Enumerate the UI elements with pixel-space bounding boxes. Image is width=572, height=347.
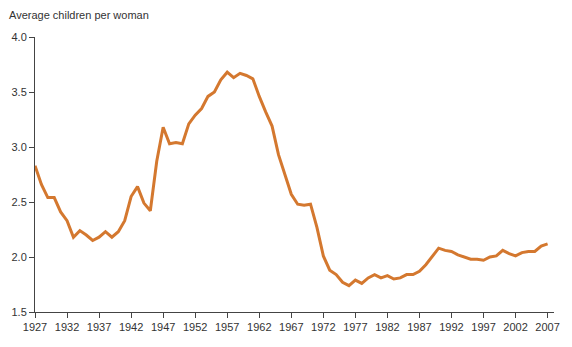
svg-text:1982: 1982 xyxy=(375,321,399,333)
svg-text:3.5: 3.5 xyxy=(12,86,27,98)
svg-text:1997: 1997 xyxy=(471,321,495,333)
svg-text:1987: 1987 xyxy=(407,321,431,333)
svg-text:2002: 2002 xyxy=(503,321,527,333)
svg-text:1932: 1932 xyxy=(55,321,79,333)
svg-text:1937: 1937 xyxy=(87,321,111,333)
svg-text:4.0: 4.0 xyxy=(12,31,27,43)
svg-text:Average children per woman: Average children per woman xyxy=(9,9,149,21)
svg-text:3.0: 3.0 xyxy=(12,141,27,153)
svg-text:1977: 1977 xyxy=(343,321,367,333)
svg-text:1942: 1942 xyxy=(119,321,143,333)
svg-text:1967: 1967 xyxy=(279,321,303,333)
svg-text:1992: 1992 xyxy=(439,321,463,333)
svg-text:1927: 1927 xyxy=(23,321,47,333)
svg-text:1947: 1947 xyxy=(151,321,175,333)
svg-text:2007: 2007 xyxy=(535,321,559,333)
svg-text:1962: 1962 xyxy=(247,321,271,333)
svg-text:2.0: 2.0 xyxy=(12,251,27,263)
svg-text:1957: 1957 xyxy=(215,321,239,333)
svg-text:1952: 1952 xyxy=(183,321,207,333)
svg-text:1972: 1972 xyxy=(311,321,335,333)
svg-text:2.5: 2.5 xyxy=(12,196,27,208)
svg-text:1.5: 1.5 xyxy=(12,306,27,318)
